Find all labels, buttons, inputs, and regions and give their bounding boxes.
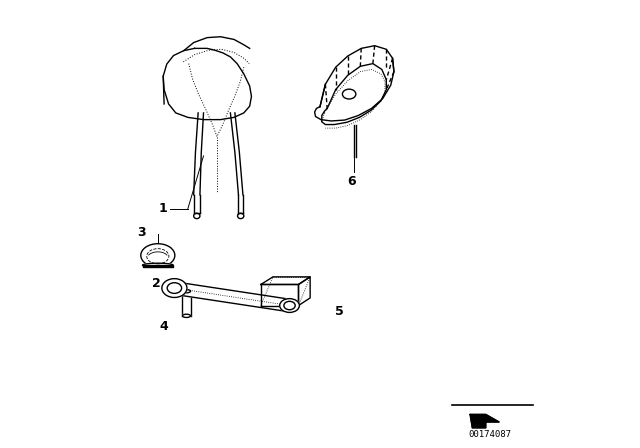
Polygon shape xyxy=(298,277,310,306)
Text: 00174087: 00174087 xyxy=(468,430,512,439)
Text: 3: 3 xyxy=(138,225,146,239)
Ellipse shape xyxy=(342,89,356,99)
Polygon shape xyxy=(261,284,298,306)
Ellipse shape xyxy=(182,289,191,293)
Ellipse shape xyxy=(194,213,200,219)
Polygon shape xyxy=(470,414,499,428)
Polygon shape xyxy=(173,282,291,312)
Text: 5: 5 xyxy=(335,305,344,318)
Text: 4: 4 xyxy=(160,319,168,333)
Ellipse shape xyxy=(182,314,191,318)
Text: 1: 1 xyxy=(159,202,168,215)
Polygon shape xyxy=(261,277,310,284)
Ellipse shape xyxy=(141,244,175,267)
Ellipse shape xyxy=(280,299,300,312)
Ellipse shape xyxy=(237,213,244,219)
Ellipse shape xyxy=(143,263,173,267)
Ellipse shape xyxy=(162,279,187,297)
Text: 2: 2 xyxy=(152,276,161,290)
Text: 6: 6 xyxy=(347,175,356,188)
